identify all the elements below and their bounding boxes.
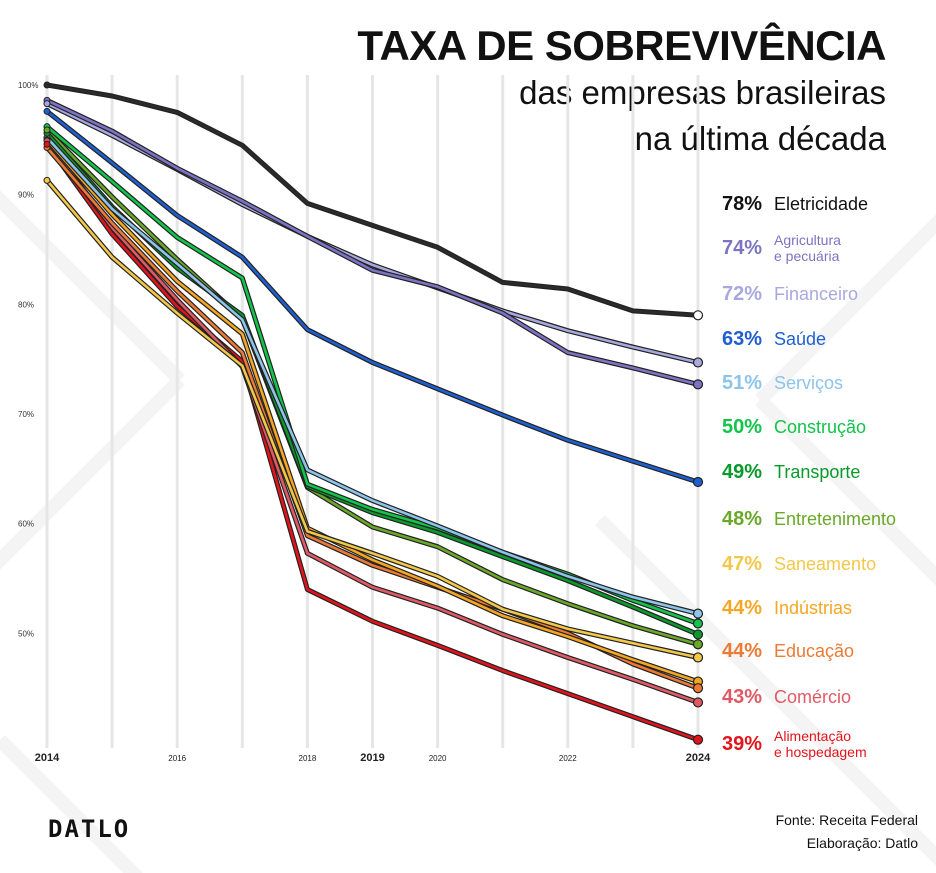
legend-value: 44% — [722, 597, 763, 619]
legend-value: 43% — [722, 686, 763, 708]
series-end-point-financeiro — [692, 357, 704, 368]
legend-item: 51% Serviços — [722, 372, 843, 395]
legend-item: 44% Educação — [722, 640, 854, 663]
series-lines — [44, 82, 699, 743]
legend-item: 43% Comércio — [722, 686, 851, 709]
series-start-point-financeiro — [43, 100, 51, 108]
legend-label: Comércio — [774, 687, 852, 707]
series-start-point-alimentação-e-hospedagem — [43, 140, 51, 148]
series-start-point-eletricidade — [43, 81, 51, 89]
series-start-point-entretenimento — [43, 126, 51, 134]
legend-item: 63% Saúde — [722, 328, 826, 351]
x-tick-label: 2016 — [168, 754, 186, 763]
legend-value: 74% — [722, 236, 763, 259]
x-tick-label: 2018 — [299, 754, 317, 763]
y-tick-label: 80% — [18, 300, 34, 309]
source-note: Fonte: Receita Federal — [775, 812, 918, 828]
series-end-point-saúde — [692, 476, 704, 488]
series-line-agricultura-e-pecuária — [46, 99, 699, 386]
x-tick-label: 2022 — [559, 754, 577, 763]
legend-value: 48% — [722, 508, 763, 530]
legend-label: Eletricidade — [774, 194, 869, 214]
legend-item: 39% Alimentação e hospedagem — [722, 728, 867, 760]
legend-label: Entretenimento — [774, 509, 897, 529]
legend-value: 78% — [722, 193, 763, 215]
chart-subtitle-line1: das empresas brasileiras — [519, 74, 886, 111]
series-line-entretenimento — [46, 129, 699, 646]
legend-item: 47% Saneamento — [722, 553, 876, 576]
legend-label: Serviços — [774, 373, 844, 393]
legend-item: 50% Construção — [722, 416, 866, 439]
legend-label: Saneamento — [774, 554, 877, 574]
series-end-point-educação — [692, 683, 704, 694]
series-end-point-comércio — [692, 697, 704, 708]
legend-label: Transporte — [774, 462, 861, 482]
y-axis: 100% 90% 80% 70% 60% 50% — [18, 81, 38, 638]
legend-label: Indústrias — [774, 598, 853, 618]
series-line-comércio — [45, 140, 699, 704]
series-end-point-saneamento — [692, 652, 704, 663]
series-line-serviços — [46, 136, 699, 615]
y-tick-label: 100% — [18, 81, 38, 90]
series-end-point-construção — [692, 618, 704, 629]
legend-item: 78% Eletricidade — [722, 193, 868, 216]
series-endpoints — [43, 81, 704, 745]
legend-value: 50% — [722, 416, 763, 438]
chart-subtitle-line2: na última década — [634, 120, 886, 157]
series-end-point-agricultura-e-pecuária — [692, 379, 704, 390]
credit-note: Elaboração: Datlo — [806, 835, 918, 851]
x-axis: 2014 2016 2018 2019 2020 2022 2024 — [35, 752, 711, 764]
legend-item: 49% Transporte — [722, 461, 860, 484]
x-tick-label: 2024 — [686, 752, 711, 764]
series-line-saúde — [46, 110, 699, 484]
series-line-alimentação-e-hospedagem — [45, 143, 699, 741]
legend-value: 51% — [722, 372, 763, 394]
legend-item: 44% Indústrias — [722, 597, 852, 620]
legend-item: 74% Agricultura e pecuária — [722, 232, 841, 264]
legend-label: Saúde — [774, 329, 827, 349]
y-tick-label: 90% — [18, 191, 34, 200]
legend-label: Educação — [774, 641, 855, 661]
y-tick-label: 70% — [18, 410, 34, 419]
legend-value: 72% — [722, 283, 763, 305]
chart-title: TAXA DE SOBREVIVÊNCIA — [357, 22, 886, 69]
legend-value: 63% — [722, 328, 763, 350]
series-end-point-eletricidade — [692, 310, 704, 321]
legend-item: 72% Financeiro — [722, 283, 858, 306]
series-line-eletricidade — [46, 83, 699, 317]
series-end-point-entretenimento — [692, 639, 704, 650]
x-tick-label: 2020 — [429, 754, 447, 763]
legend-value: 39% — [722, 732, 763, 755]
series-start-point-saúde — [43, 107, 51, 115]
legend-value: 49% — [722, 461, 763, 483]
datlo-logo: DATLO — [48, 815, 131, 843]
series-line-indústrias — [46, 138, 699, 683]
series-end-point-transporte — [692, 629, 704, 640]
legend-label: Alimentação e hospedagem — [774, 728, 867, 760]
x-tick-label: 2019 — [360, 752, 384, 764]
legend-label: Construção — [774, 417, 867, 437]
legend-label: Financeiro — [774, 284, 859, 304]
y-tick-label: 60% — [18, 520, 34, 529]
legend-label: Agricultura e pecuária — [774, 232, 841, 264]
x-tick-label: 2014 — [35, 752, 60, 764]
legend-value: 44% — [722, 640, 763, 662]
series-start-point-saneamento — [43, 176, 51, 184]
y-tick-label: 50% — [18, 629, 34, 638]
series-end-point-serviços — [692, 608, 704, 619]
legend-value: 47% — [722, 553, 763, 575]
series-end-point-alimentação-e-hospedagem — [692, 734, 704, 745]
series-line-saneamento — [46, 179, 699, 659]
legend-item: 48% Entretenimento — [722, 508, 896, 531]
